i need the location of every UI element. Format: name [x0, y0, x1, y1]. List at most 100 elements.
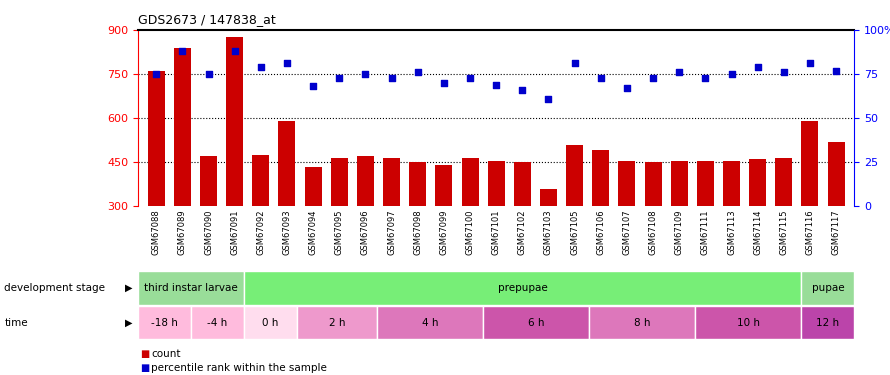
Text: ■: ■: [140, 350, 149, 359]
Bar: [279, 121, 295, 206]
Bar: [357, 156, 374, 206]
Point: [568, 60, 582, 66]
Bar: [138, 271, 244, 304]
Bar: [592, 150, 610, 206]
Text: GSM67090: GSM67090: [204, 209, 213, 255]
Text: GSM67098: GSM67098: [413, 209, 422, 255]
Text: GSM67095: GSM67095: [335, 209, 344, 255]
Point: [228, 48, 242, 54]
Text: ■: ■: [140, 363, 149, 373]
Bar: [138, 306, 191, 339]
Text: percentile rank within the sample: percentile rank within the sample: [151, 363, 328, 373]
Bar: [697, 161, 714, 206]
Bar: [802, 121, 819, 206]
Bar: [589, 306, 695, 339]
Bar: [148, 71, 165, 206]
Text: count: count: [151, 350, 181, 359]
Text: GSM67106: GSM67106: [596, 209, 605, 255]
Text: GSM67115: GSM67115: [780, 209, 789, 255]
Text: GSM67094: GSM67094: [309, 209, 318, 255]
Text: GSM67111: GSM67111: [700, 209, 710, 255]
Text: -18 h: -18 h: [151, 318, 178, 327]
Text: ▶: ▶: [125, 283, 132, 292]
Point: [724, 71, 739, 77]
Text: pupae: pupae: [812, 283, 845, 292]
Point: [332, 75, 346, 81]
Point: [541, 96, 555, 102]
Text: third instar larvae: third instar larvae: [144, 283, 238, 292]
Text: prepupae: prepupae: [498, 283, 547, 292]
Point: [150, 71, 164, 77]
Text: GSM67092: GSM67092: [256, 209, 265, 255]
Text: GSM67102: GSM67102: [518, 209, 527, 255]
Text: development stage: development stage: [4, 283, 105, 292]
Bar: [695, 306, 801, 339]
Text: GSM67109: GSM67109: [675, 209, 684, 255]
Text: GSM67113: GSM67113: [727, 209, 736, 255]
Bar: [644, 162, 661, 206]
Bar: [566, 145, 583, 206]
Text: GSM67103: GSM67103: [544, 209, 553, 255]
Bar: [226, 38, 243, 206]
Bar: [200, 156, 217, 206]
Point: [410, 69, 425, 75]
Text: GSM67101: GSM67101: [491, 209, 501, 255]
Text: GSM67108: GSM67108: [649, 209, 658, 255]
Text: GSM67100: GSM67100: [465, 209, 474, 255]
Bar: [244, 306, 297, 339]
Bar: [462, 158, 479, 206]
Text: GSM67117: GSM67117: [831, 209, 840, 255]
Text: GSM67099: GSM67099: [440, 209, 449, 255]
Text: GSM67088: GSM67088: [152, 209, 161, 255]
Text: GSM67093: GSM67093: [282, 209, 292, 255]
Text: 10 h: 10 h: [737, 318, 760, 327]
Text: GSM67091: GSM67091: [231, 209, 239, 255]
Bar: [253, 155, 270, 206]
Text: 12 h: 12 h: [816, 318, 839, 327]
Text: GSM67116: GSM67116: [805, 209, 814, 255]
Bar: [488, 161, 505, 206]
Point: [437, 80, 451, 86]
Bar: [749, 159, 766, 206]
Point: [646, 75, 660, 81]
Bar: [331, 158, 348, 206]
Point: [384, 75, 399, 81]
Point: [515, 87, 530, 93]
Point: [279, 60, 294, 66]
Bar: [514, 162, 530, 206]
Point: [777, 69, 791, 75]
Point: [699, 75, 713, 81]
Point: [490, 82, 504, 88]
Bar: [409, 162, 426, 206]
Point: [201, 71, 215, 77]
Point: [254, 64, 268, 70]
Text: time: time: [4, 318, 28, 327]
Text: 2 h: 2 h: [328, 318, 345, 327]
Bar: [244, 271, 801, 304]
Text: GSM67107: GSM67107: [622, 209, 631, 255]
Text: 0 h: 0 h: [263, 318, 279, 327]
Text: 4 h: 4 h: [422, 318, 438, 327]
Bar: [435, 165, 452, 206]
Bar: [801, 306, 854, 339]
Bar: [540, 189, 557, 206]
Point: [463, 75, 477, 81]
Bar: [191, 306, 244, 339]
Text: GSM67096: GSM67096: [361, 209, 370, 255]
Bar: [383, 158, 400, 206]
Bar: [174, 48, 190, 206]
Bar: [671, 161, 688, 206]
Point: [803, 60, 817, 66]
Text: GDS2673 / 147838_at: GDS2673 / 147838_at: [138, 13, 276, 26]
Text: ▶: ▶: [125, 318, 132, 327]
Text: GSM67097: GSM67097: [387, 209, 396, 255]
Text: -4 h: -4 h: [207, 318, 228, 327]
Text: GSM67089: GSM67089: [178, 209, 187, 255]
Bar: [376, 306, 483, 339]
Bar: [801, 271, 854, 304]
Bar: [619, 161, 635, 206]
Point: [359, 71, 373, 77]
Text: GSM67114: GSM67114: [753, 209, 762, 255]
Point: [672, 69, 686, 75]
Point: [594, 75, 608, 81]
